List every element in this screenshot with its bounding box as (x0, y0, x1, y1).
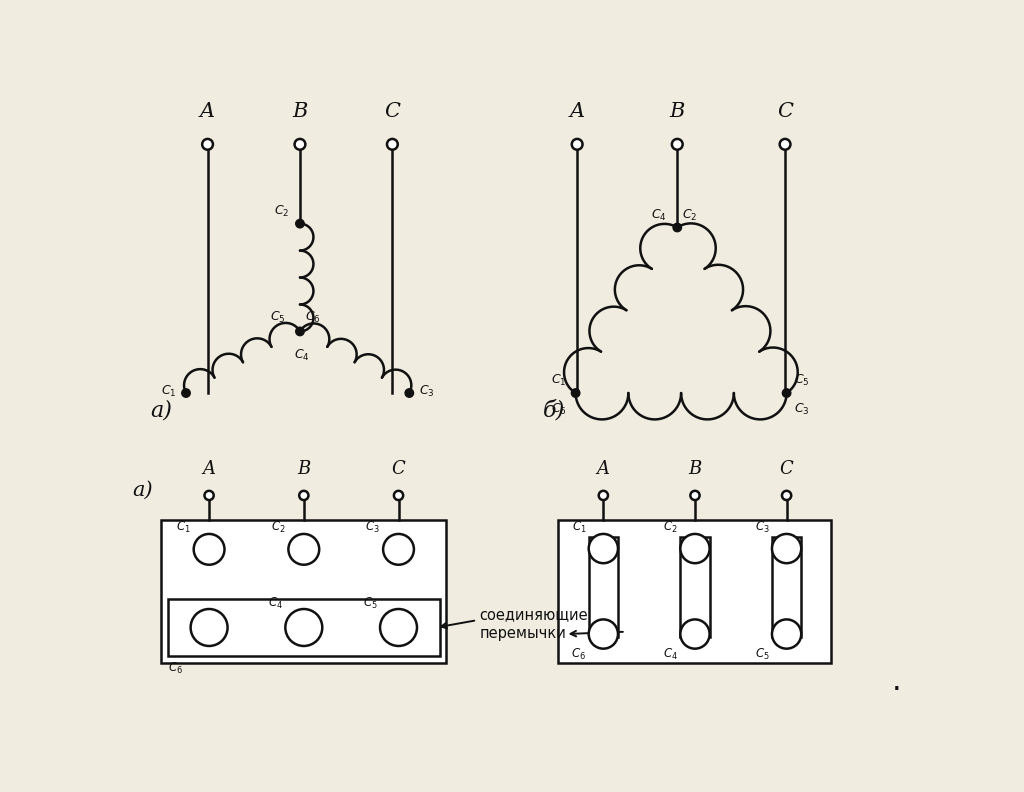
Circle shape (383, 534, 414, 565)
Text: C: C (391, 459, 406, 478)
Text: A: A (569, 102, 585, 121)
Text: $C_2$: $C_2$ (270, 520, 286, 535)
Circle shape (182, 389, 190, 398)
Text: B: B (670, 102, 685, 121)
Circle shape (690, 491, 699, 500)
Circle shape (296, 327, 304, 336)
Circle shape (673, 223, 682, 232)
Circle shape (772, 534, 801, 563)
Circle shape (299, 491, 308, 500)
Text: C: C (384, 102, 400, 121)
Text: B: B (292, 102, 307, 121)
Text: $C_2$: $C_2$ (682, 208, 697, 223)
Text: $C_2$: $C_2$ (273, 204, 289, 219)
Text: A: A (203, 459, 216, 478)
Circle shape (394, 491, 403, 500)
Circle shape (190, 609, 227, 646)
Circle shape (772, 619, 801, 649)
Text: .: . (892, 668, 901, 696)
Text: $C_3$: $C_3$ (755, 520, 770, 535)
Bar (162, 520, 446, 663)
Circle shape (589, 534, 617, 563)
Circle shape (406, 389, 414, 398)
Text: $C_4$: $C_4$ (268, 596, 283, 611)
Circle shape (295, 139, 305, 150)
Text: $C_1$: $C_1$ (162, 384, 177, 399)
Text: $C_5$: $C_5$ (269, 310, 286, 326)
Text: $C_3$: $C_3$ (795, 402, 810, 417)
Circle shape (194, 534, 224, 565)
Text: $C_5$: $C_5$ (755, 647, 770, 662)
Bar (589, 537, 617, 637)
Circle shape (202, 139, 213, 150)
Circle shape (672, 139, 683, 150)
Text: соединяющие
перемычки: соединяющие перемычки (479, 607, 588, 641)
Circle shape (571, 139, 583, 150)
Circle shape (571, 389, 580, 398)
Circle shape (779, 139, 791, 150)
Text: $C_3$: $C_3$ (419, 384, 434, 399)
Text: $C_1$: $C_1$ (551, 373, 566, 388)
Text: $C_4$: $C_4$ (651, 208, 667, 223)
Bar (168, 599, 440, 657)
Text: $C_5$: $C_5$ (795, 373, 810, 388)
Text: $C_1$: $C_1$ (176, 520, 190, 535)
Bar (680, 537, 710, 637)
Circle shape (380, 609, 417, 646)
Text: B: B (688, 459, 701, 478)
Circle shape (289, 534, 319, 565)
Text: а): а) (132, 481, 153, 500)
Text: $C_5$: $C_5$ (364, 596, 378, 611)
Text: а): а) (150, 399, 172, 421)
Text: A: A (597, 459, 610, 478)
Text: $C_6$: $C_6$ (168, 661, 182, 676)
Text: $C_6$: $C_6$ (571, 647, 587, 662)
Circle shape (782, 389, 791, 398)
Text: $C_1$: $C_1$ (571, 520, 587, 535)
Text: $C_4$: $C_4$ (294, 348, 309, 364)
Text: $C_4$: $C_4$ (664, 647, 678, 662)
Text: $C_6$: $C_6$ (304, 310, 321, 326)
Text: C: C (779, 459, 794, 478)
Bar (772, 537, 801, 637)
Text: $C_2$: $C_2$ (664, 520, 678, 535)
Circle shape (680, 619, 710, 649)
Text: B: B (297, 459, 310, 478)
Text: б): б) (543, 399, 565, 421)
Text: $C_6$: $C_6$ (551, 402, 566, 417)
Circle shape (680, 534, 710, 563)
Circle shape (782, 491, 792, 500)
Circle shape (589, 619, 617, 649)
Bar (558, 520, 831, 663)
Circle shape (205, 491, 214, 500)
Text: $C_3$: $C_3$ (366, 520, 380, 535)
Circle shape (286, 609, 323, 646)
Text: A: A (200, 102, 215, 121)
Circle shape (387, 139, 397, 150)
Circle shape (296, 219, 304, 228)
Circle shape (599, 491, 608, 500)
Text: C: C (777, 102, 793, 121)
